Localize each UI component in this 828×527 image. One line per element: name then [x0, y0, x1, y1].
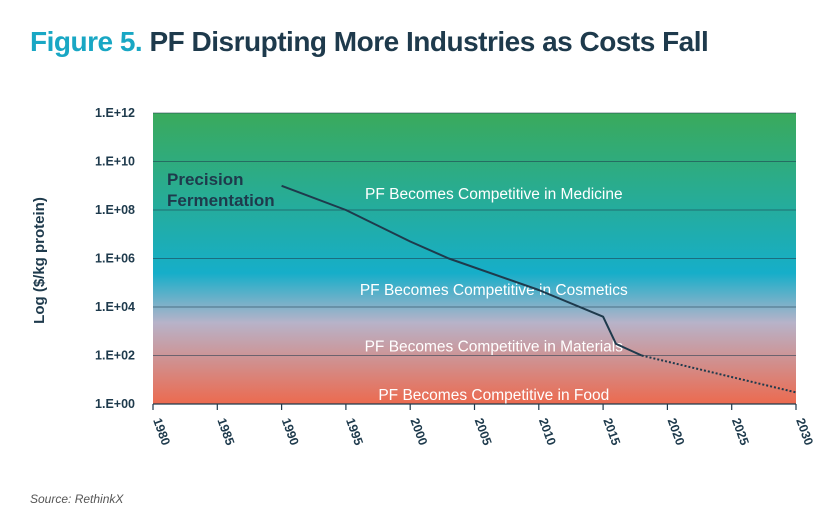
series-label-line: Fermentation: [167, 191, 275, 210]
x-tick-label: 2015: [600, 416, 623, 447]
x-axis-ticks: 1980 1985 1990 1995 2000 2005 2010 2015 2020 2025…: [150, 404, 816, 447]
series-label-line: Precision: [167, 170, 244, 189]
y-tick-label: 1.E+02: [95, 349, 135, 363]
series-line: [281, 184, 643, 357]
x-tick-label: 1995: [343, 416, 366, 447]
figure-number: Figure 5.: [30, 26, 143, 57]
band-label: PF Becomes Competitive in Materials: [365, 338, 624, 355]
series-label: Precision Fermentation: [167, 170, 275, 210]
x-tick-label: 2025: [729, 416, 752, 447]
y-tick-label: 1.E+08: [95, 203, 135, 217]
y-tick-label: 1.E+10: [95, 155, 135, 169]
x-tick-label: 2005: [472, 416, 495, 447]
series-lines: [281, 184, 797, 394]
x-tick-label: 1990: [279, 416, 302, 447]
band-label: PF Becomes Competitive in Medicine: [365, 186, 623, 203]
figure-heading: PF Disrupting More Industries as Costs F…: [149, 26, 709, 57]
band-labels: PF Becomes Competitive in Medicine PF Bec…: [360, 186, 628, 404]
figure-title: Figure 5. PF Disrupting More Industries …: [30, 26, 709, 58]
y-tick-label: 1.E+06: [95, 252, 135, 266]
band-label: PF Becomes Competitive in Cosmetics: [360, 282, 628, 299]
y-tick-label: 1.E+00: [95, 397, 135, 411]
y-tick-label: 1.E+04: [95, 300, 135, 314]
band-label: PF Becomes Competitive in Food: [378, 387, 609, 404]
y-axis-label: Log ($/kg protein): [31, 197, 48, 324]
projection-line: [641, 354, 797, 394]
y-axis-ticks: 1.E+12 1.E+10 1.E+08 1.E+06 1.E+04 1.E+02 1.E+…: [95, 106, 135, 411]
x-tick-label: 1985: [214, 416, 237, 447]
x-tick-label: 2020: [665, 416, 688, 447]
x-tick-label: 2000: [407, 416, 430, 447]
x-tick-label: 2030: [793, 416, 816, 447]
y-tick-label: 1.E+12: [95, 106, 135, 120]
x-tick-label: 1980: [150, 416, 173, 447]
source-note: Source: RethinkX: [30, 492, 124, 506]
x-tick-label: 2010: [536, 416, 559, 447]
